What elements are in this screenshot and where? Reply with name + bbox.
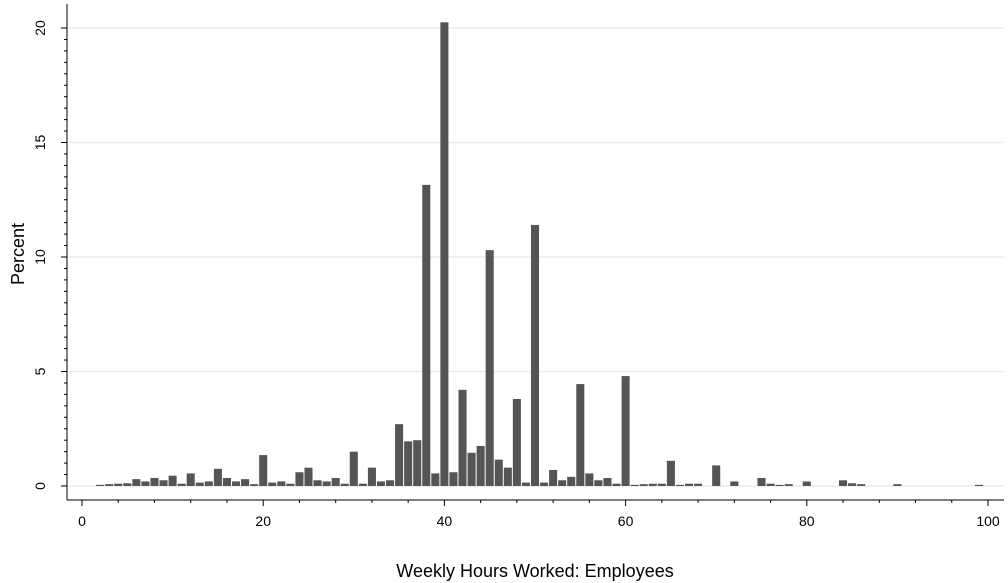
bar xyxy=(594,480,603,486)
bar xyxy=(675,484,684,486)
bar xyxy=(313,480,322,486)
bar xyxy=(286,483,295,486)
bar xyxy=(413,440,422,486)
bar xyxy=(712,465,721,486)
bar xyxy=(494,459,503,486)
bar xyxy=(150,477,159,486)
bar xyxy=(340,483,349,486)
bar xyxy=(231,481,241,486)
bar xyxy=(639,484,648,486)
x-tick-label: 60 xyxy=(618,513,634,529)
bar xyxy=(259,455,268,486)
bar xyxy=(241,479,250,486)
bar xyxy=(621,376,630,486)
bar xyxy=(694,483,703,486)
bar xyxy=(576,384,585,486)
bar xyxy=(268,482,277,486)
bar xyxy=(730,481,739,486)
y-tick-label: 5 xyxy=(32,367,48,375)
bar xyxy=(177,483,186,486)
bar xyxy=(521,482,530,486)
bar xyxy=(540,482,549,486)
y-tick-label: 20 xyxy=(32,20,48,36)
bar xyxy=(376,481,386,486)
bar xyxy=(467,452,476,486)
bar xyxy=(974,484,983,486)
bar xyxy=(322,481,331,486)
bar xyxy=(848,483,857,486)
bar xyxy=(123,483,132,486)
bar xyxy=(277,481,286,486)
bar xyxy=(630,484,639,486)
bar xyxy=(449,472,458,486)
bar xyxy=(839,480,848,486)
bar xyxy=(775,484,784,486)
bar xyxy=(204,481,213,486)
bar xyxy=(250,484,259,486)
bar xyxy=(440,22,449,487)
bar xyxy=(684,483,694,486)
bar xyxy=(648,483,657,486)
y-axis-title: Percent xyxy=(8,223,28,285)
bar xyxy=(757,477,766,486)
bar xyxy=(893,484,902,486)
x-tick-label: 40 xyxy=(437,513,453,529)
bar xyxy=(458,389,467,486)
bar xyxy=(558,480,567,486)
bar xyxy=(186,473,195,486)
y-tick-label: 15 xyxy=(32,135,48,151)
bar xyxy=(802,481,811,486)
bar xyxy=(512,398,521,486)
bar xyxy=(503,467,512,486)
bar xyxy=(766,483,775,486)
axes: 0 5 10 15 20 0 20 40 60 80 100 xyxy=(32,4,1004,529)
bar xyxy=(395,424,404,486)
bar xyxy=(585,473,594,486)
bar xyxy=(612,483,621,486)
bar xyxy=(567,476,576,486)
bar xyxy=(159,480,168,486)
bar xyxy=(213,468,222,486)
bar xyxy=(485,250,494,486)
y-tick-label: 10 xyxy=(32,249,48,265)
bar xyxy=(114,483,123,486)
bar xyxy=(105,484,114,486)
bar xyxy=(549,469,558,486)
bar xyxy=(195,482,204,486)
bar xyxy=(141,481,150,486)
bar xyxy=(367,467,376,486)
x-axis-title: Weekly Hours Worked: Employees xyxy=(396,561,673,581)
bar xyxy=(857,484,866,486)
bar xyxy=(657,483,666,486)
bar xyxy=(349,451,358,486)
bar xyxy=(603,477,612,486)
bar xyxy=(331,477,340,486)
bar xyxy=(404,441,413,486)
bar xyxy=(96,484,105,486)
bar xyxy=(168,475,177,486)
bar xyxy=(666,460,675,486)
bar xyxy=(386,480,395,486)
bar xyxy=(304,467,313,486)
x-tick-label: 100 xyxy=(976,513,1000,529)
y-tick-label: 0 xyxy=(32,482,48,490)
bar xyxy=(295,472,304,486)
bar xyxy=(784,484,793,486)
bar xyxy=(222,477,231,486)
x-tick-label: 80 xyxy=(799,513,815,529)
bar xyxy=(422,184,431,487)
x-tick-label: 20 xyxy=(255,513,271,529)
bar xyxy=(476,445,485,486)
x-tick-label: 0 xyxy=(78,513,86,529)
bar xyxy=(132,479,141,486)
bar xyxy=(358,483,367,486)
bar xyxy=(431,473,440,486)
bar xyxy=(530,224,540,486)
bars xyxy=(96,22,983,487)
